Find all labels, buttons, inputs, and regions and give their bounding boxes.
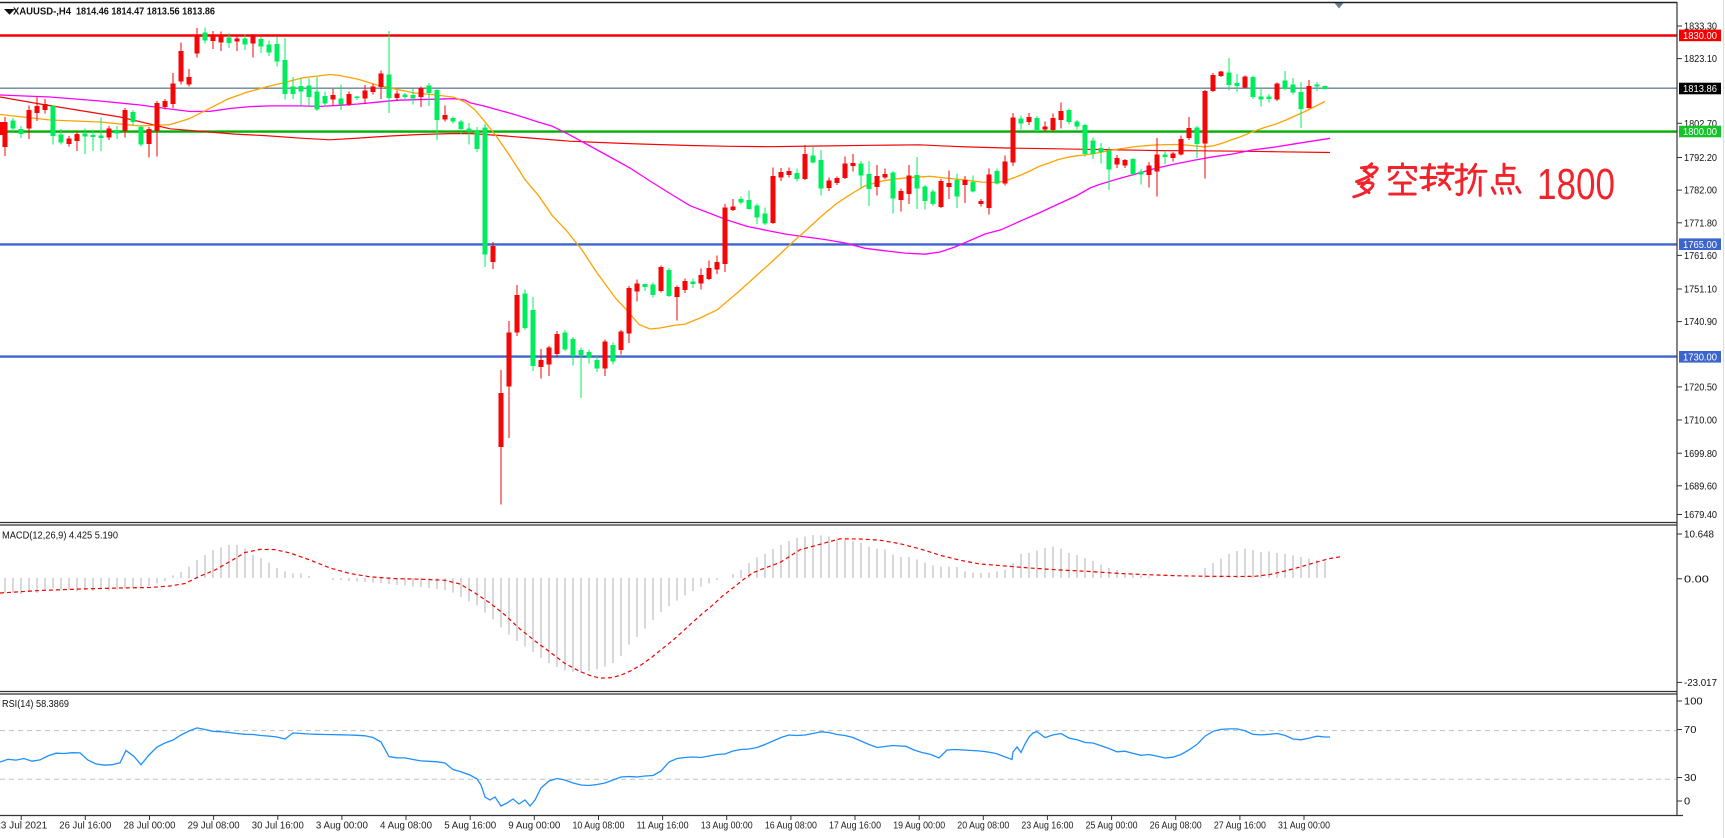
svg-text:1720.50: 1720.50: [1684, 383, 1717, 394]
svg-text:1782.00: 1782.00: [1684, 186, 1717, 197]
svg-text:30 Jul 16:00: 30 Jul 16:00: [252, 821, 304, 832]
svg-text:1765.00: 1765.00: [1683, 240, 1717, 251]
svg-text:30: 30: [1684, 773, 1697, 784]
svg-text:1823.10: 1823.10: [1684, 54, 1717, 65]
svg-text:1751.10: 1751.10: [1684, 285, 1717, 296]
svg-text:1699.80: 1699.80: [1684, 449, 1717, 460]
svg-text:-23.017: -23.017: [1684, 678, 1717, 689]
svg-text:1771.80: 1771.80: [1684, 218, 1717, 229]
svg-text:1813.86: 1813.86: [1683, 84, 1717, 95]
svg-text:1833.30: 1833.30: [1684, 22, 1717, 33]
svg-text:XAUUSD-,H4: XAUUSD-,H4: [13, 7, 71, 18]
svg-text:26 Jul 16:00: 26 Jul 16:00: [59, 821, 111, 832]
svg-text:100: 100: [1684, 697, 1703, 708]
svg-text:28 Jul 00:00: 28 Jul 00:00: [124, 821, 176, 832]
svg-text:27 Aug 16:00: 27 Aug 16:00: [1214, 821, 1266, 832]
svg-text:5 Aug 16:00: 5 Aug 16:00: [444, 821, 496, 832]
svg-text:70: 70: [1684, 725, 1697, 736]
svg-text:1679.40: 1679.40: [1684, 510, 1717, 521]
svg-text:1730.00: 1730.00: [1683, 352, 1717, 363]
svg-text:17 Aug 16:00: 17 Aug 16:00: [829, 821, 881, 832]
svg-text:1740.90: 1740.90: [1684, 317, 1717, 328]
svg-text:0.00: 0.00: [1684, 574, 1709, 585]
svg-text:1802.70: 1802.70: [1684, 119, 1717, 130]
svg-text:MACD(12,26,9) 4.425 5.190: MACD(12,26,9) 4.425 5.190: [2, 531, 118, 542]
svg-text:10 Aug 08:00: 10 Aug 08:00: [573, 821, 625, 832]
svg-text:20 Aug 08:00: 20 Aug 08:00: [957, 821, 1009, 832]
svg-text:25 Aug 00:00: 25 Aug 00:00: [1086, 821, 1138, 832]
svg-text:19 Aug 00:00: 19 Aug 00:00: [893, 821, 945, 832]
svg-text:26 Aug 08:00: 26 Aug 08:00: [1150, 821, 1202, 832]
svg-text:29 Jul 08:00: 29 Jul 08:00: [188, 821, 240, 832]
svg-text:16 Aug 08:00: 16 Aug 08:00: [765, 821, 817, 832]
svg-text:11 Aug 16:00: 11 Aug 16:00: [637, 821, 689, 832]
svg-text:31 Aug 00:00: 31 Aug 00:00: [1278, 821, 1330, 832]
svg-text:23 Jul 2021: 23 Jul 2021: [0, 821, 48, 832]
svg-text:1689.60: 1689.60: [1684, 481, 1717, 492]
svg-text:1800.00: 1800.00: [1683, 127, 1717, 138]
svg-text:0: 0: [1684, 797, 1691, 808]
svg-text:4 Aug 08:00: 4 Aug 08:00: [380, 821, 432, 832]
svg-text:9 Aug 00:00: 9 Aug 00:00: [508, 821, 560, 832]
svg-text:3 Aug 00:00: 3 Aug 00:00: [316, 821, 368, 832]
svg-text:RSI(14) 58.3869: RSI(14) 58.3869: [2, 699, 69, 710]
svg-text:1761.60: 1761.60: [1684, 251, 1717, 262]
svg-text:13 Aug 00:00: 13 Aug 00:00: [701, 821, 753, 832]
svg-text:1830.00: 1830.00: [1683, 31, 1717, 42]
svg-text:1792.20: 1792.20: [1684, 153, 1717, 164]
svg-text:1814.46 1814.47 1813.56 1813.8: 1814.46 1814.47 1813.56 1813.86: [76, 7, 215, 18]
svg-text:1710.00: 1710.00: [1684, 416, 1717, 427]
svg-text:23 Aug 16:00: 23 Aug 16:00: [1021, 821, 1073, 832]
svg-text:1800: 1800: [1537, 160, 1615, 209]
svg-text:10.648: 10.648: [1684, 530, 1714, 541]
